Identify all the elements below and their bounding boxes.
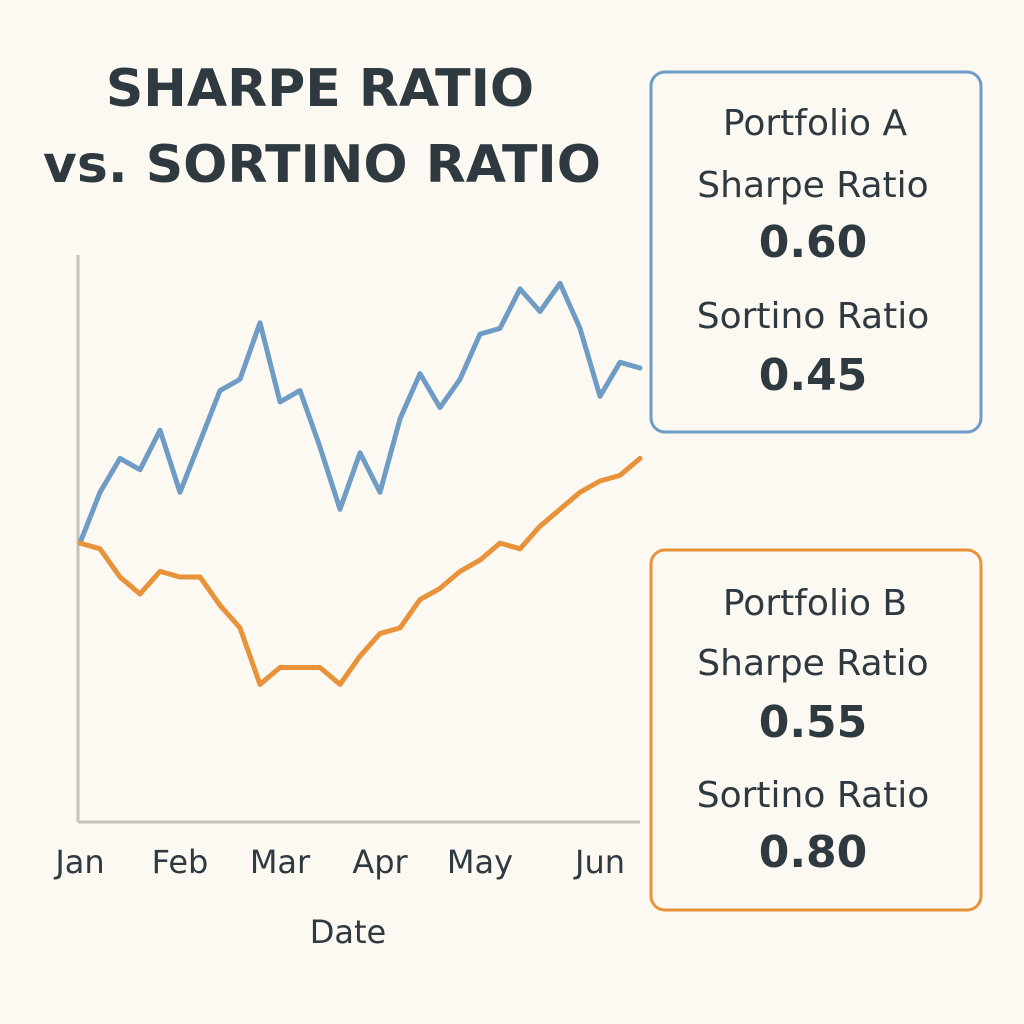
x-tick-label: Apr <box>352 843 408 881</box>
x-tick-label: Jan <box>53 843 104 881</box>
metric-value: 0.60 <box>759 217 868 268</box>
x-tick-label: Jun <box>573 843 625 881</box>
legend-entry: Portfolio A <box>723 103 908 144</box>
x-tick-label: May <box>447 843 513 881</box>
x-tick-label: Mar <box>250 843 311 881</box>
metric-value: 0.80 <box>759 827 868 878</box>
metric-label: Sortino Ratio <box>697 775 930 816</box>
legend-panel <box>649 70 983 434</box>
metric-label: Sharpe Ratio <box>697 643 928 684</box>
data-line <box>77 455 643 687</box>
metric-value: 0.45 <box>759 350 868 401</box>
chart-title: SHARPE RATIO <box>106 59 534 119</box>
x-axis-label: Date <box>310 913 386 951</box>
metric-label: Sortino Ratio <box>697 296 930 337</box>
legend-panel <box>649 548 983 912</box>
x-tick-label: Feb <box>152 843 209 881</box>
metric-label: Sharpe Ratio <box>697 165 928 206</box>
chart-title: vs. SORTINO RATIO <box>43 135 601 195</box>
metric-value: 0.55 <box>759 697 868 748</box>
data-line <box>77 280 643 546</box>
legend-entry: Portfolio B <box>723 583 907 624</box>
